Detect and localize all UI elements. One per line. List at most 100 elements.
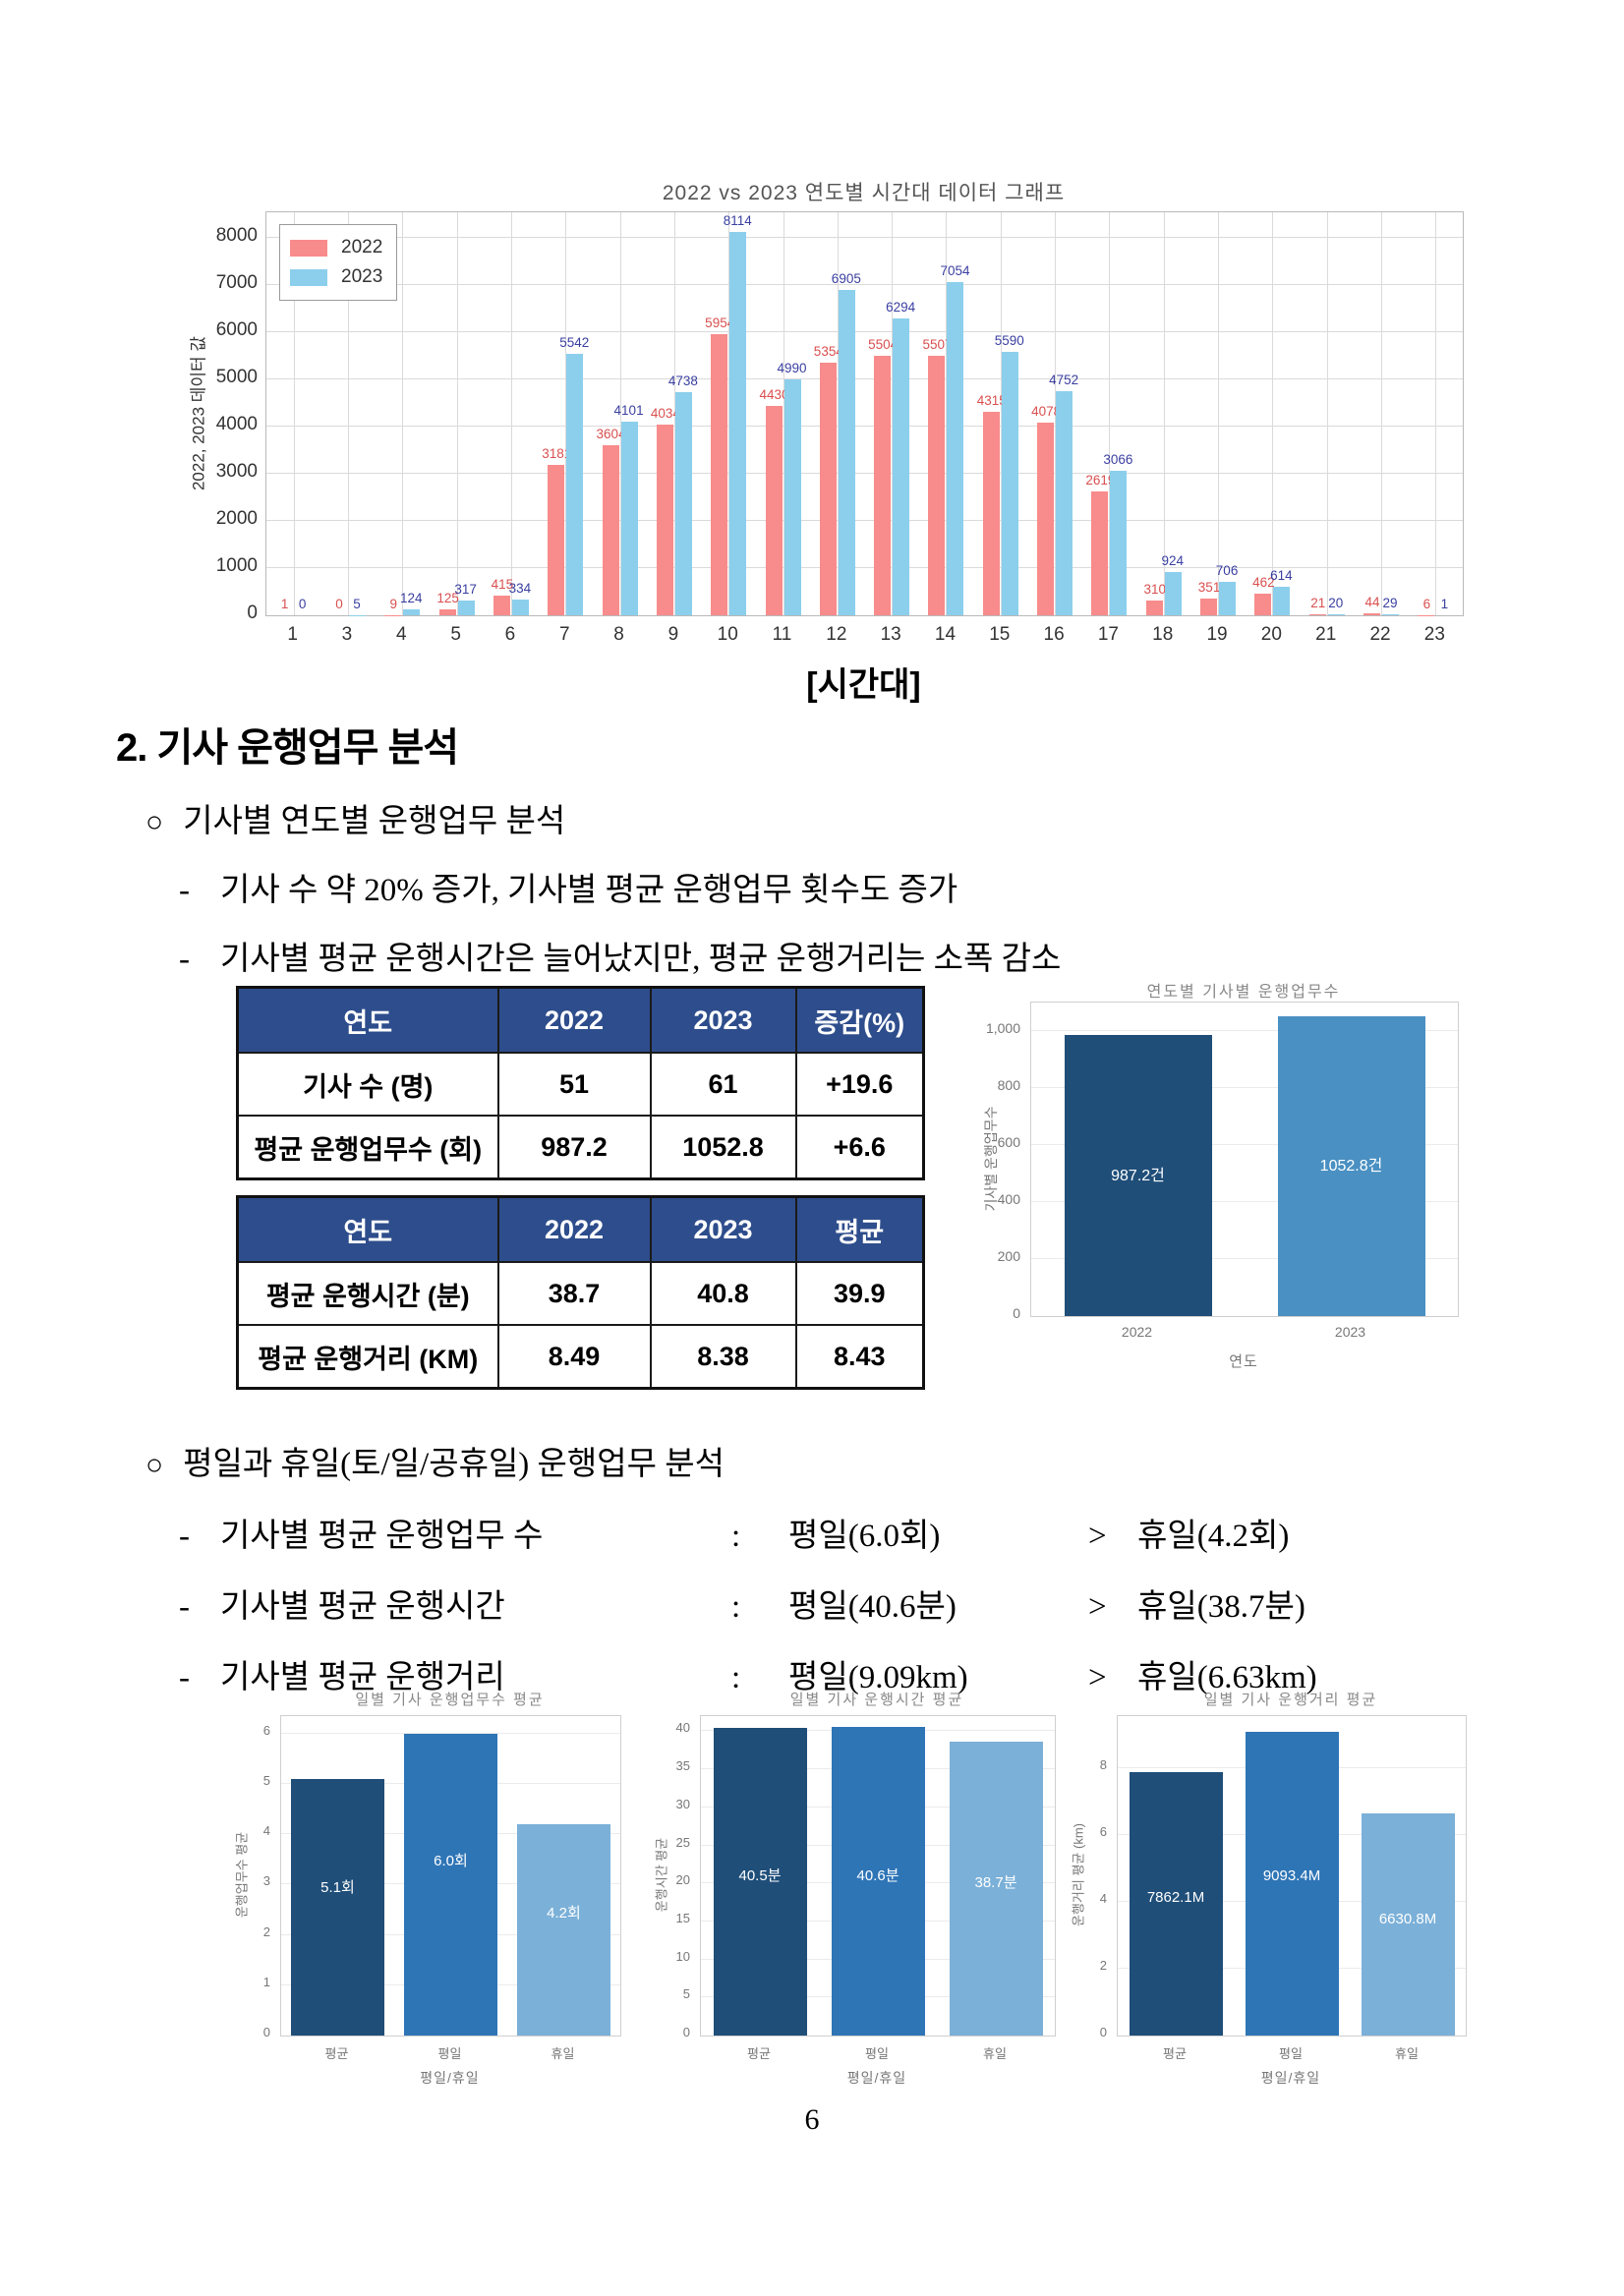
x-tick-label: 12 bbox=[826, 624, 847, 645]
table-cell: 평균 운행거리 (KM) bbox=[236, 1324, 499, 1390]
x-tick-label: 7 bbox=[558, 624, 570, 645]
bar-value-label: 5954 bbox=[705, 316, 735, 331]
y-tick-label: 1 bbox=[262, 1974, 270, 1989]
bar-value-label: 6630.8M bbox=[1378, 1911, 1437, 1928]
bar-2022 bbox=[548, 465, 565, 615]
hourly-bar-chart: 2022 vs 2023 연도별 시간대 데이터 그래프 1 0 9 125 415 318… bbox=[182, 165, 1479, 711]
legend-label: 2022 bbox=[341, 237, 383, 258]
bar-value-label: 5 bbox=[353, 596, 361, 611]
table-cell: 40.8 bbox=[649, 1261, 797, 1326]
bar-value-label: 987.2건 bbox=[1111, 1167, 1165, 1184]
table-cell: 평균 운행업무수 (회) bbox=[236, 1115, 499, 1180]
dash-item-1-text: 기사 수 약 20% 증가, 기사별 평균 운행업무 횟수도 증가 bbox=[220, 873, 958, 908]
grid-line bbox=[293, 212, 295, 615]
y-tick-label: 30 bbox=[675, 1796, 690, 1811]
grid-line bbox=[347, 212, 349, 615]
section-heading: 2. 기사 운행업무 분석 bbox=[116, 726, 459, 770]
x-tick-label: 평균 bbox=[324, 2046, 349, 2061]
grid-line bbox=[837, 212, 839, 615]
chart-title: 일별 기사 운행거리 평균 bbox=[1203, 1692, 1378, 1708]
holiday-value: 휴일(4.2회) bbox=[1137, 1519, 1290, 1554]
y-tick-label: 0 bbox=[247, 603, 258, 623]
bar-2023 bbox=[1327, 614, 1345, 615]
grid-line bbox=[266, 236, 1463, 238]
bar-value-label: 2619 bbox=[1085, 473, 1116, 488]
grid-line bbox=[673, 212, 675, 615]
x-axis-label: 평일/휴일 bbox=[846, 2070, 907, 2086]
grid-line bbox=[1109, 212, 1111, 615]
bar-value-label: 8114 bbox=[723, 213, 752, 229]
weekday-value: 평일(40.6분) bbox=[788, 1589, 957, 1625]
x-tick-label: 14 bbox=[934, 624, 957, 645]
colon: : bbox=[731, 1660, 741, 1695]
averages-table-inner: 연도 2022 2023 평균 평균 운행시간 (분) 38.7 40.8 39.9 평균 운행… bbox=[236, 1195, 925, 1390]
bar-value-label: 5542 bbox=[559, 334, 590, 350]
grid-line bbox=[1031, 1201, 1458, 1202]
x-tick-label: 평균 bbox=[1163, 2046, 1187, 2061]
bar-value-label: 4315 bbox=[976, 392, 1007, 408]
y-tick-label: 6 bbox=[1099, 1823, 1107, 1839]
colon: : bbox=[731, 1519, 741, 1554]
table-header-row: 연도 2022 2023 증감(%) bbox=[236, 986, 925, 1054]
table-cell: 1052.8 bbox=[649, 1115, 797, 1180]
bar-value-label: 4738 bbox=[667, 373, 698, 388]
table-body: 평균 운행시간 (분) 38.7 40.8 39.9 평균 운행거리 (KM) 8.49 8… bbox=[236, 1261, 925, 1390]
grid-line bbox=[266, 377, 1463, 379]
x-axis-label: 평일/휴일 bbox=[1260, 2070, 1321, 2086]
bullet-sub1-text: 기사별 연도별 운행업무 분석 bbox=[183, 804, 566, 839]
y-axis-label: 운행시간 평균 bbox=[654, 1837, 669, 1912]
x-tick-label: 휴일 bbox=[1395, 2046, 1419, 2061]
y-tick-label: 2 bbox=[262, 1923, 270, 1939]
y-tick-label: 5000 bbox=[215, 366, 258, 387]
bar-value-label: 6294 bbox=[886, 299, 916, 315]
chart-title: 일별 기사 운행시간 평균 bbox=[789, 1692, 964, 1708]
grid-line bbox=[1435, 212, 1437, 615]
bar-value-label: 5354 bbox=[813, 343, 843, 359]
x-tick-label: 2023 bbox=[1334, 1324, 1366, 1340]
bar-value-label: 310 bbox=[1143, 582, 1167, 598]
bar-2023 bbox=[729, 232, 747, 615]
bar-value-label: 44 bbox=[1364, 594, 1380, 609]
bar-value-label: 40.5분 bbox=[738, 1867, 782, 1885]
bar-2023 bbox=[1273, 586, 1291, 615]
grid-line bbox=[1218, 212, 1220, 615]
y-tick-label: 8 bbox=[1099, 1756, 1107, 1772]
legend-row: 2023 bbox=[290, 262, 382, 292]
grid-line bbox=[1031, 1144, 1458, 1145]
table-row: 기사 수 (명) 51 61 +19.6 bbox=[236, 1052, 925, 1117]
x-tick-label: 2022 bbox=[1121, 1324, 1153, 1340]
dash-item-2: - 기사별 평균 운행시간은 늘어났지만, 평균 운행거리는 소폭 감소 bbox=[179, 932, 1061, 979]
grid-line bbox=[1031, 1087, 1458, 1088]
bar-2023 bbox=[1056, 390, 1073, 615]
metric-label: 기사별 평균 운행거리 bbox=[220, 1660, 505, 1695]
bar-2023 bbox=[783, 379, 801, 615]
grid-line bbox=[266, 283, 1463, 285]
x-tick-label: 5 bbox=[450, 624, 461, 645]
table-cell: 8.49 bbox=[496, 1324, 652, 1390]
bar-2022 bbox=[1145, 601, 1163, 615]
legend: 2022 2023 bbox=[279, 224, 398, 301]
chart-title: 2022 vs 2023 연도별 시간대 데이터 그래프 bbox=[662, 182, 1066, 204]
bar-value-label: 124 bbox=[400, 591, 423, 606]
x-tick-label: 평균 bbox=[747, 2046, 771, 2061]
bar-value-label: 462 bbox=[1252, 574, 1275, 590]
grid-line bbox=[266, 425, 1463, 427]
bar-평일 bbox=[404, 1733, 497, 2036]
y-tick-label: 0 bbox=[682, 2025, 690, 2039]
bar-2023 bbox=[1219, 582, 1237, 615]
grid-line bbox=[1000, 212, 1002, 615]
dash-item-1: - 기사 수 약 20% 증가, 기사별 평균 운행업무 횟수도 증가 bbox=[179, 863, 957, 910]
bar-2022 bbox=[1254, 593, 1272, 615]
x-tick-label: 18 bbox=[1152, 624, 1174, 645]
bar-2023 bbox=[1164, 571, 1182, 615]
bar-value-label: 706 bbox=[1215, 563, 1239, 579]
grid-line bbox=[1381, 212, 1383, 615]
bar-value-label: 5.1회 bbox=[320, 1878, 355, 1896]
bar-2023 bbox=[1277, 1015, 1425, 1316]
x-tick-label: 21 bbox=[1315, 624, 1337, 645]
weekday-value: 평일(9.09km) bbox=[788, 1660, 968, 1695]
bar-2023 bbox=[1110, 470, 1128, 615]
grid-line bbox=[1031, 1258, 1458, 1259]
bar-value-label: 334 bbox=[508, 580, 532, 596]
